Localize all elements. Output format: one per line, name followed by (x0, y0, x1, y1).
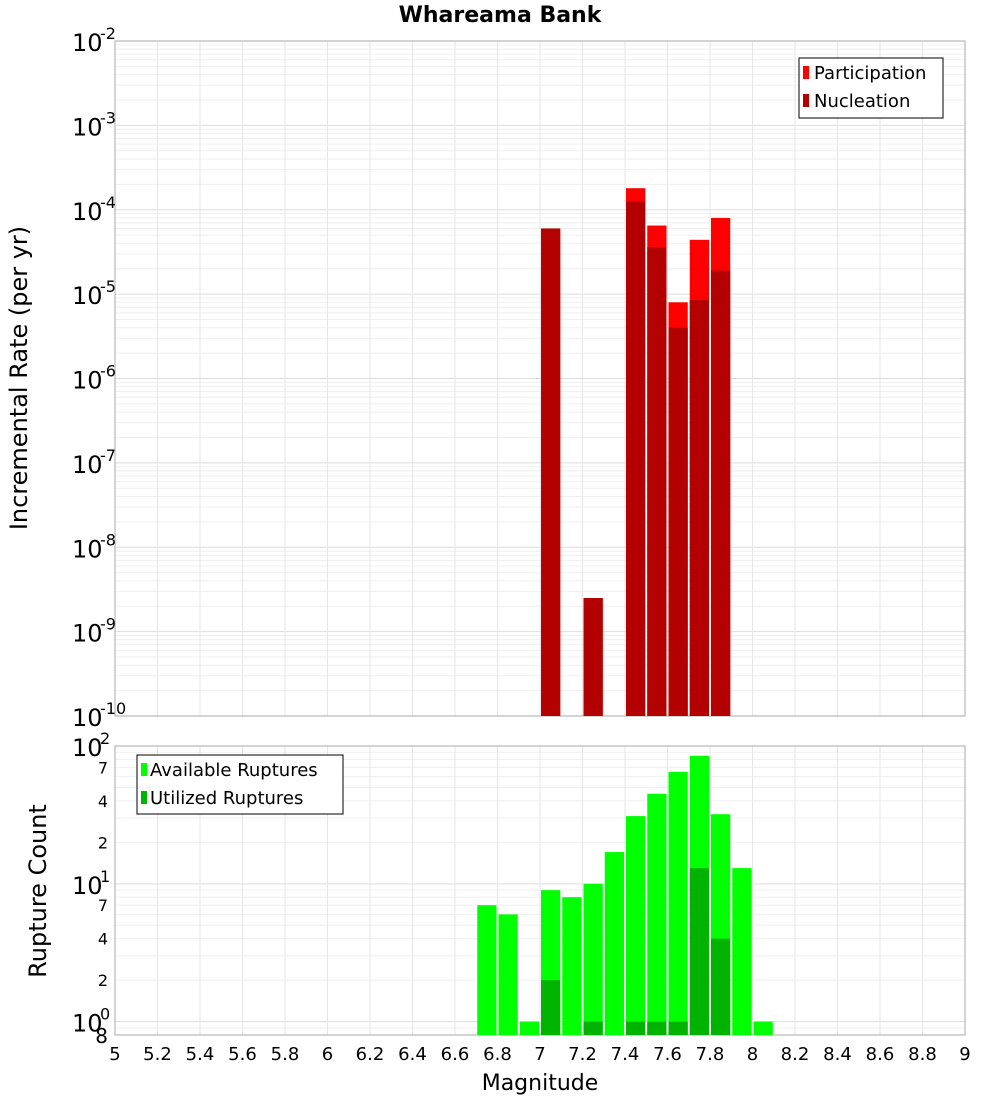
available-ruptures-bar (754, 1022, 773, 1035)
top-y-tick-base: 10 (72, 535, 103, 563)
x-tick-label: 8.4 (823, 1044, 852, 1065)
utilized-ruptures-bar (626, 1022, 645, 1035)
nucleation-bar (711, 271, 730, 716)
utilized-ruptures-bar (541, 980, 560, 1035)
top-y-tick-base: 10 (72, 282, 103, 310)
top-gridlines (115, 41, 965, 716)
x-tick-label: 7.8 (696, 1044, 725, 1065)
x-tick-label: 6 (322, 1044, 333, 1065)
legend-label-nucleation: Nucleation (814, 91, 910, 112)
top-y-axis-label: Incremental Rate (per yr) (5, 226, 33, 530)
bottom-y-minor-tick-label: 4 (98, 930, 108, 949)
available-ruptures-bar (669, 772, 688, 1035)
available-ruptures-bar (562, 897, 581, 1035)
legend-swatch-utilized (141, 791, 147, 804)
top-y-tick-exponent: -3 (100, 108, 116, 127)
x-tick-label: 6.8 (483, 1044, 512, 1065)
x-axis-label: Magnitude (482, 1071, 599, 1096)
utilized-ruptures-bar (647, 1022, 666, 1035)
top-y-tick-exponent: -6 (100, 362, 116, 381)
top-bars (541, 188, 730, 716)
available-ruptures-bar (477, 905, 496, 1035)
available-ruptures-bar (499, 914, 518, 1035)
legend-label-participation: Participation (814, 63, 926, 84)
bottom-y-minor-tick-label: 2 (98, 833, 108, 852)
x-tick-label: 7 (534, 1044, 545, 1065)
bottom-legend: Available Ruptures Utilized Ruptures (137, 755, 343, 814)
x-tick-label: 5.2 (143, 1044, 172, 1065)
available-ruptures-bar (520, 1022, 539, 1035)
x-tick-label: 8 (747, 1044, 758, 1065)
available-ruptures-bar (626, 816, 645, 1035)
top-y-tick-exponent: -9 (100, 615, 116, 634)
utilized-ruptures-bar (584, 1022, 603, 1035)
top-y-tick-base: 10 (72, 113, 103, 141)
nucleation-bar (584, 598, 603, 716)
utilized-ruptures-bar (711, 939, 730, 1035)
legend-swatch-participation (803, 66, 809, 79)
chart-figure: Whareama Bank 10-1010-910-810-710-610-51… (0, 0, 1000, 1100)
top-y-tick-base: 10 (72, 198, 103, 226)
legend-swatch-nucleation (803, 94, 809, 107)
nucleation-bar (626, 202, 645, 716)
x-tick-label: 6.4 (398, 1044, 427, 1065)
available-ruptures-bar (732, 868, 751, 1035)
bottom-x-ticks: 5 5.2 5.4 5.6 5.8 6 6.2 6.4 6.6 6.8 7 7.2 7.4 7.6 7.8 8… (109, 1044, 970, 1065)
x-tick-label: 5 (109, 1044, 120, 1065)
x-tick-label: 7.2 (568, 1044, 597, 1065)
top-y-tick-exponent: -8 (100, 530, 116, 549)
x-tick-label: 8.6 (866, 1044, 895, 1065)
top-y-tick-base: 10 (72, 451, 103, 479)
available-ruptures-bar (647, 794, 666, 1035)
top-y-tick-base: 10 (72, 367, 103, 395)
bottom-y-axis-label: Rupture Count (24, 804, 52, 978)
x-tick-label: 8.8 (908, 1044, 937, 1065)
bottom-y-minor-tick-label: 7 (98, 758, 108, 777)
bottom-y-minor-tick-label: 7 (98, 896, 108, 915)
bottom-y-base-tick-label: 8 (95, 1024, 108, 1048)
utilized-ruptures-bar (669, 1022, 688, 1035)
top-y-tick-base: 10 (72, 620, 103, 648)
top-y-tick-exponent: -4 (100, 193, 116, 212)
nucleation-bar (690, 300, 709, 716)
x-tick-label: 9 (959, 1044, 970, 1065)
x-tick-label: 7.6 (653, 1044, 682, 1065)
x-tick-label: 5.4 (186, 1044, 215, 1065)
bottom-y-minor-tick-label: 4 (98, 792, 108, 811)
legend-label-available: Available Ruptures (150, 760, 318, 781)
top-y-tick-base: 10 (72, 29, 103, 57)
legend-label-utilized: Utilized Ruptures (150, 788, 303, 809)
legend-swatch-available (141, 763, 147, 776)
x-tick-label: 6.2 (356, 1044, 385, 1065)
available-ruptures-bar (605, 852, 624, 1035)
top-y-tick-exponent: -7 (100, 446, 116, 465)
top-y-tick-base: 10 (72, 704, 103, 732)
top-y-tick-exponent: -2 (100, 24, 116, 43)
x-tick-label: 6.6 (441, 1044, 470, 1065)
x-tick-label: 5.6 (228, 1044, 257, 1065)
bottom-y-tick-exponent: 2 (100, 729, 110, 748)
x-tick-label: 8.2 (781, 1044, 810, 1065)
nucleation-bar (669, 328, 688, 716)
nucleation-bar (647, 247, 666, 716)
available-ruptures-bar (584, 884, 603, 1035)
bottom-y-minor-tick-label: 2 (98, 971, 108, 990)
top-y-tick-exponent: -10 (100, 699, 126, 718)
x-tick-label: 5.8 (271, 1044, 300, 1065)
top-y-tick-exponent: -5 (100, 277, 116, 296)
bottom-y-tick-exponent: 0 (100, 1005, 110, 1024)
utilized-ruptures-bar (690, 868, 709, 1035)
chart-title: Whareama Bank (399, 3, 603, 28)
top-legend: Participation Nucleation (799, 58, 943, 118)
nucleation-bar (541, 228, 560, 716)
bottom-y-tick-exponent: 1 (100, 867, 110, 886)
x-tick-label: 7.4 (611, 1044, 640, 1065)
